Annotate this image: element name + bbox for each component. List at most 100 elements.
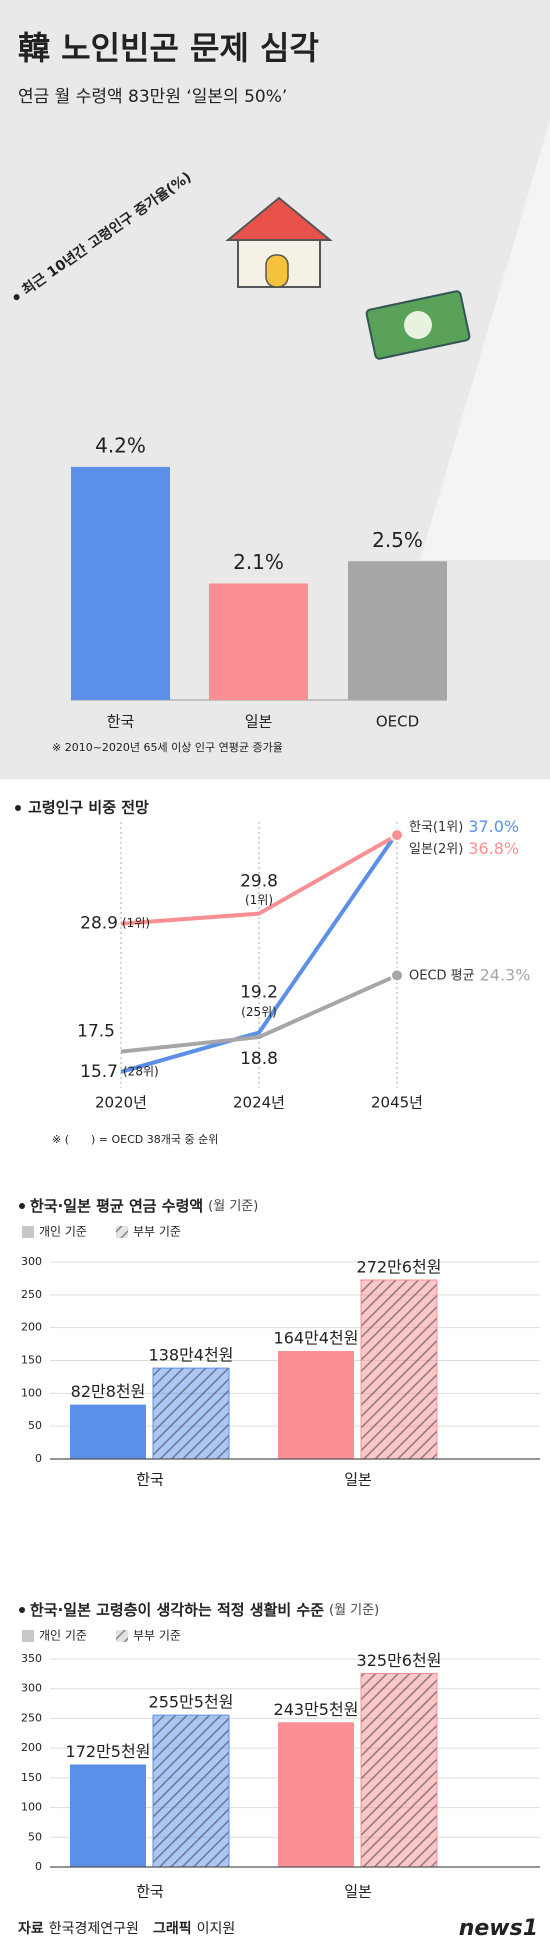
y-tick-label: 250 xyxy=(21,1711,42,1724)
value-label: 2.5% xyxy=(372,528,423,552)
chart-title: 한국·일본 고령층이 생각하는 적정 생활비 수준 (월 기준) xyxy=(30,1601,379,1619)
bullet xyxy=(19,1607,25,1613)
bar xyxy=(278,1722,354,1867)
y-tick-label: 200 xyxy=(21,1321,42,1334)
bar xyxy=(71,466,170,700)
legend-label: 개인 기준 xyxy=(39,1629,87,1643)
bar xyxy=(360,1673,438,1868)
legend-entry: OECD 평균 xyxy=(409,968,475,983)
rank-label: (1위) xyxy=(245,893,273,907)
value-label: 19.2 xyxy=(240,983,278,1003)
value-label: 4.2% xyxy=(95,433,146,457)
bar xyxy=(70,1404,146,1459)
note: ※ 2010~2020년 65세 이상 인구 연평균 증가율 xyxy=(52,741,283,754)
value-label: 164만4천원 xyxy=(274,1329,359,1348)
source: 한국경제연구원 xyxy=(49,1921,139,1937)
value-label: 17.5 xyxy=(77,1022,115,1042)
bullet xyxy=(15,805,21,811)
value-label: 28.9 xyxy=(80,914,118,934)
end-point xyxy=(390,828,404,843)
value-label: 138만4천원 xyxy=(149,1346,234,1365)
bar xyxy=(360,1279,438,1460)
x-tick-label: 일본 xyxy=(344,1883,372,1901)
money-illustration xyxy=(365,290,471,360)
y-tick-label: 250 xyxy=(21,1288,42,1301)
legend-swatch xyxy=(22,1226,34,1238)
x-tick-label: 2020년 xyxy=(95,1094,147,1112)
line-series xyxy=(120,831,399,1074)
y-tick-label: 100 xyxy=(21,1386,42,1399)
y-tick-label: 50 xyxy=(28,1830,42,1843)
y-tick-label: 100 xyxy=(21,1801,42,1814)
unit-text: (월 기준) xyxy=(329,1603,379,1618)
title-text: 한국·일본 평균 연금 수령액 xyxy=(30,1197,203,1215)
value-label: 172만5천원 xyxy=(66,1742,151,1761)
unit-text: (월 기준) xyxy=(208,1199,258,1214)
value-label: 325만6천원 xyxy=(357,1651,442,1670)
value-label: 2.1% xyxy=(233,550,284,574)
bar xyxy=(152,1714,230,1868)
title-text: 한국·일본 고령층이 생각하는 적정 생활비 수준 xyxy=(30,1601,324,1619)
source-label: 자료 xyxy=(18,1921,44,1937)
value-label: 18.8 xyxy=(240,1049,278,1069)
bullet xyxy=(19,1203,25,1209)
x-tick-label: 2024년 xyxy=(233,1094,285,1112)
x-tick-label: 한국 xyxy=(136,1471,164,1489)
y-tick-label: 300 xyxy=(21,1255,42,1268)
legend-swatch xyxy=(22,1630,34,1642)
y-tick-label: 300 xyxy=(21,1682,42,1695)
bullet xyxy=(13,294,20,301)
y-tick-label: 0 xyxy=(35,1860,42,1873)
logo: news1 xyxy=(459,1916,538,1941)
legend-swatch xyxy=(116,1226,128,1238)
page-title: 韓 노인빈곤 문제 심각 xyxy=(18,29,319,67)
x-tick-label: OECD xyxy=(376,713,419,731)
bar xyxy=(348,561,447,700)
value-label: 37.0% xyxy=(468,816,519,835)
y-tick-label: 50 xyxy=(28,1419,42,1432)
x-tick-label: 2045년 xyxy=(371,1094,423,1112)
value-label: 29.8 xyxy=(240,872,278,892)
x-tick-label: 일본 xyxy=(245,713,273,731)
end-label: OECD 평균 24.3% xyxy=(409,965,530,984)
value-label: 272만6천원 xyxy=(357,1257,442,1276)
y-tick-label: 150 xyxy=(21,1771,42,1784)
note: ※ ( ) = OECD 38개국 중 순위 xyxy=(52,1133,218,1146)
legend-label: 개인 기준 xyxy=(39,1225,87,1239)
value-label: 82만8천원 xyxy=(71,1382,146,1401)
legend-label: 부부 기준 xyxy=(133,1629,181,1643)
y-tick-label: 0 xyxy=(35,1452,42,1465)
value-label: 255만5천원 xyxy=(149,1693,234,1712)
y-tick-label: 350 xyxy=(21,1652,42,1665)
x-tick-label: 일본 xyxy=(344,1471,372,1489)
x-tick-label: 한국 xyxy=(136,1883,164,1901)
credits: 자료 한국경제연구원 그래픽 이지원 xyxy=(18,1920,235,1937)
footer: 자료 한국경제연구원 그래픽 이지원 news1 xyxy=(18,1916,538,1941)
page-subtitle: 연금 월 수령액 83만원 ‘일본의 50%’ xyxy=(18,87,287,107)
legend-swatch xyxy=(116,1630,128,1642)
value-label: 36.8% xyxy=(468,839,519,858)
value-label: 15.7 xyxy=(80,1062,118,1082)
background-shape xyxy=(420,120,550,560)
graphic-label: 그래픽 xyxy=(153,1920,192,1937)
bill-coin xyxy=(404,311,432,339)
legend-entry: 일본(2위) xyxy=(409,842,463,857)
chart-title: 한국·일본 평균 연금 수령액 (월 기준) xyxy=(30,1197,258,1215)
y-tick-label: 200 xyxy=(21,1741,42,1754)
bar xyxy=(70,1764,146,1867)
legend-entry: 한국(1위) xyxy=(409,819,463,834)
legend-label: 부부 기준 xyxy=(133,1225,181,1239)
line-series xyxy=(120,833,398,926)
line-series xyxy=(120,973,398,1054)
graphic: 이지원 xyxy=(197,1921,236,1937)
chart-title: 고령인구 비중 전망 xyxy=(28,799,149,817)
house-illustration xyxy=(225,196,333,288)
bar xyxy=(152,1367,230,1460)
bar xyxy=(278,1351,354,1459)
end-label: 일본(2위) 36.8% xyxy=(409,839,519,858)
end-point xyxy=(390,968,404,983)
rank-label: (25위) xyxy=(241,1005,277,1019)
end-label: 한국(1위) 37.0% xyxy=(409,816,519,835)
